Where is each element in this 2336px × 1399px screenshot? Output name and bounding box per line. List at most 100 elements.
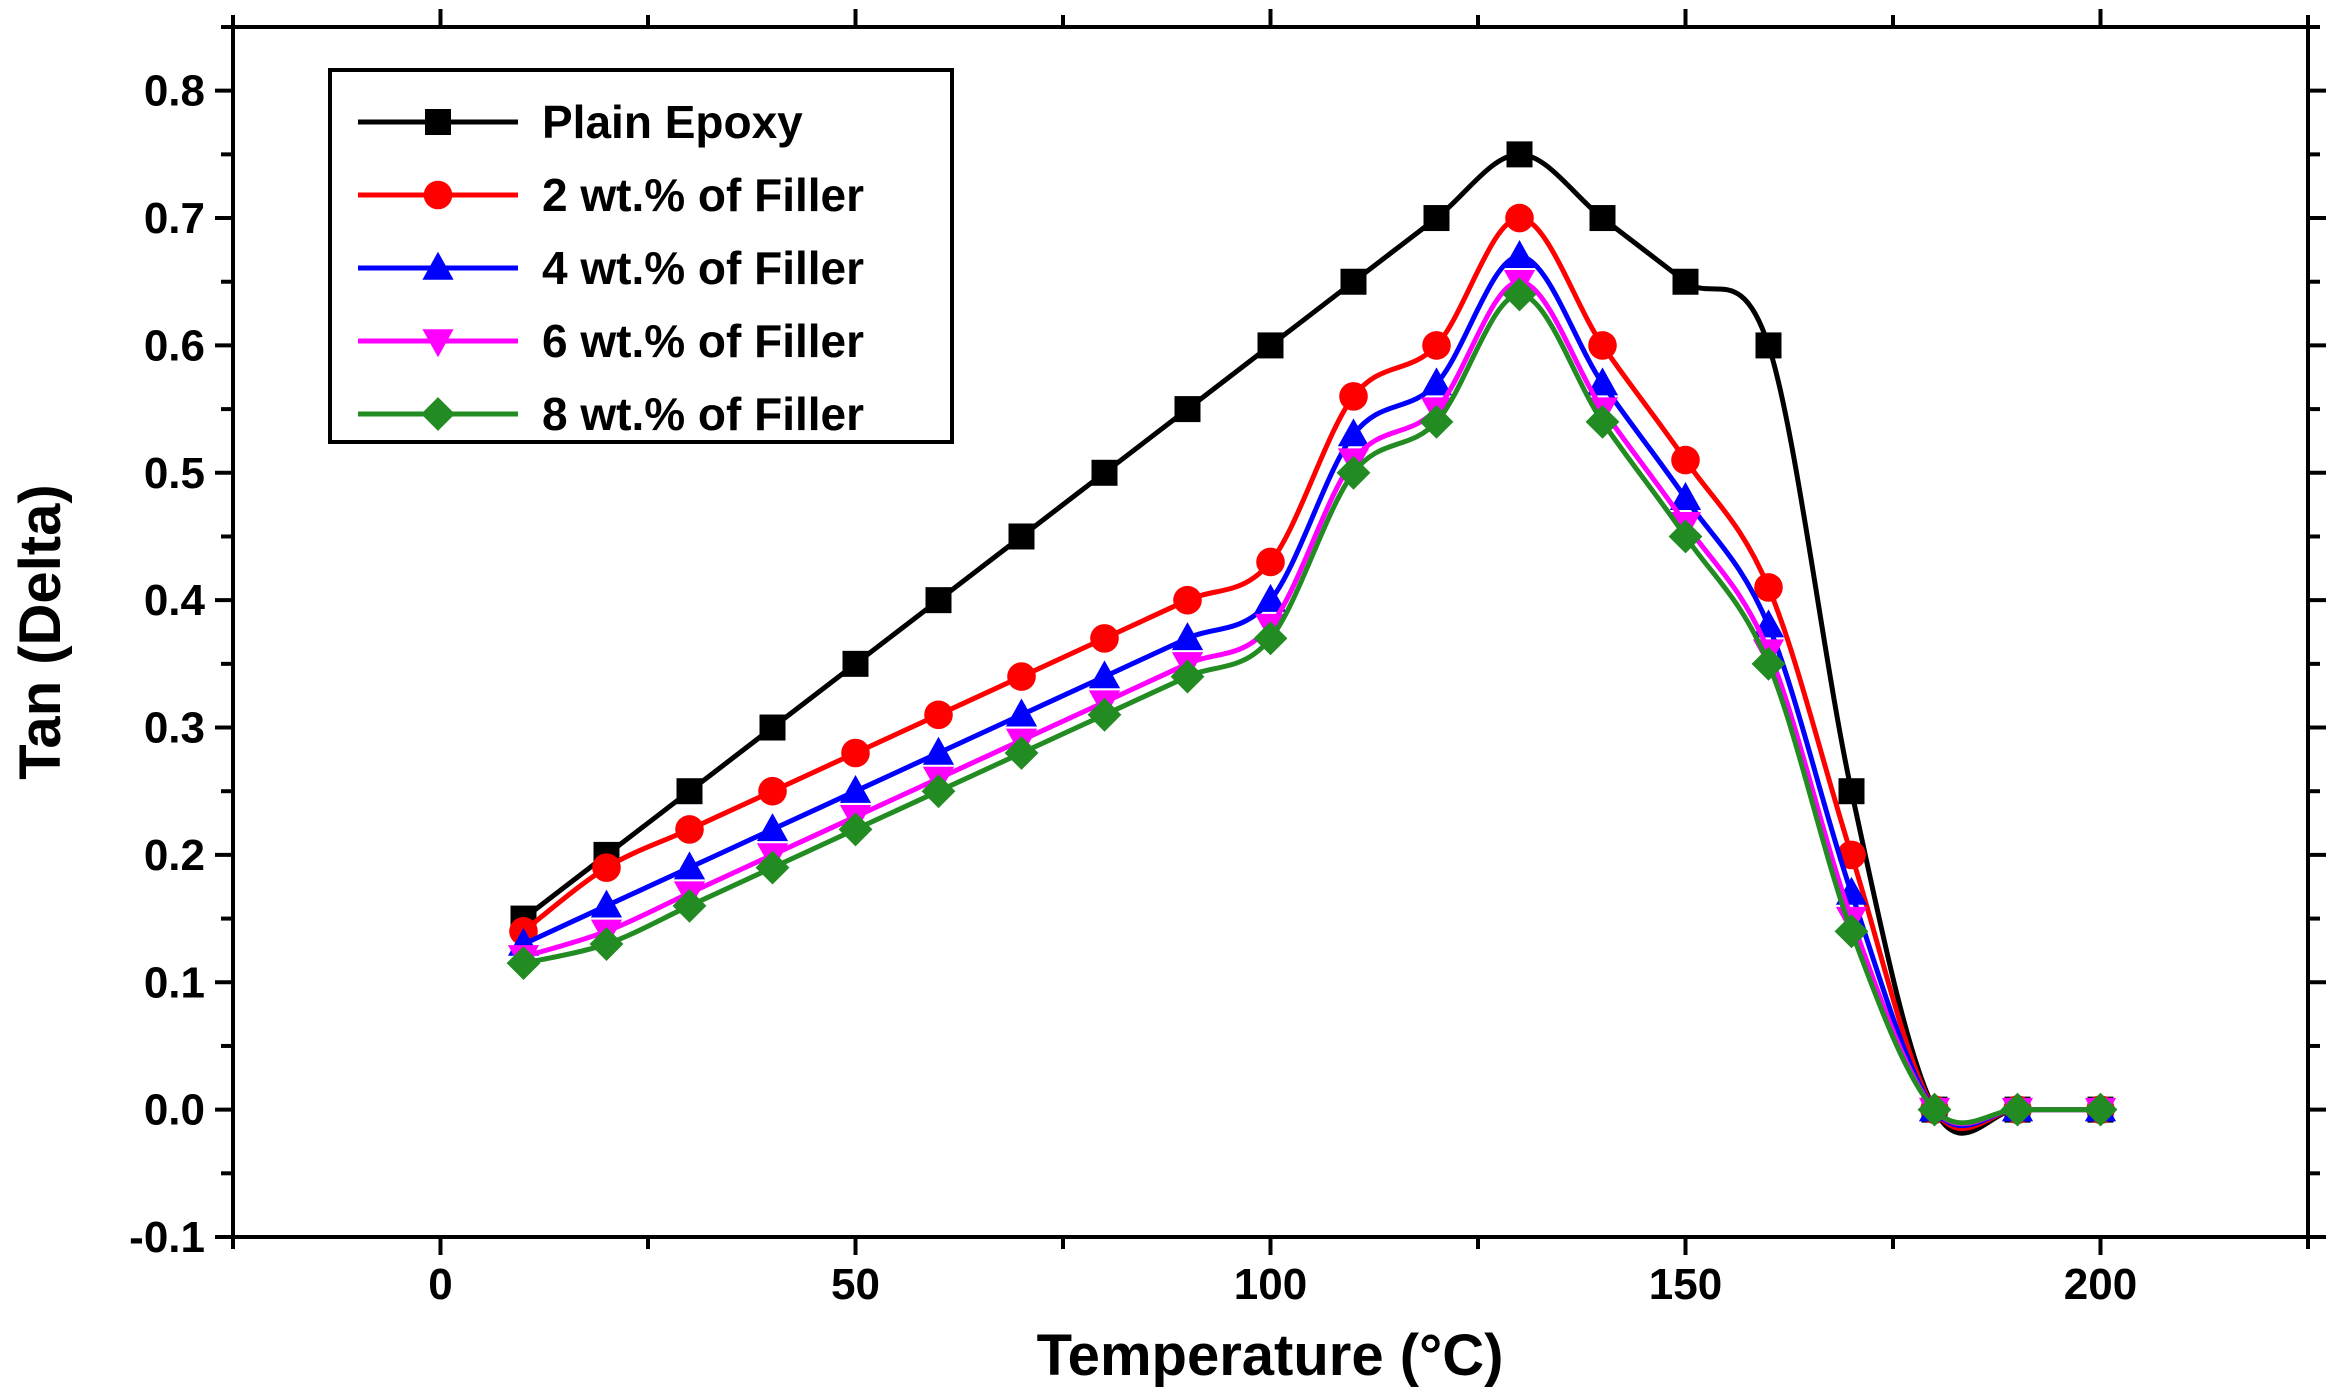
x-tick-label: 50: [831, 1260, 880, 1309]
x-axis-title: Temperature (°C): [1037, 1323, 1504, 1388]
data-point: [1337, 418, 1370, 447]
data-point: [590, 889, 623, 918]
data-point: [1589, 205, 1616, 232]
data-point: [1257, 332, 1284, 359]
legend-marker: [423, 180, 453, 210]
data-point: [1007, 662, 1036, 691]
data-point: [1090, 624, 1119, 653]
series-1: [510, 141, 2114, 1136]
data-point: [1668, 519, 1703, 554]
data-point: [1171, 622, 1204, 651]
data-point: [1751, 646, 1786, 681]
legend-label: 2 wt.% of Filler: [542, 169, 864, 221]
data-point: [1339, 382, 1368, 411]
data-point: [1173, 585, 1202, 615]
data-point: [1834, 914, 1869, 949]
legend-item: 2 wt.% of Filler: [358, 169, 864, 221]
data-point: [1336, 455, 1371, 490]
series-line: [521, 151, 2101, 1136]
data-point: [2083, 1092, 2118, 1127]
data-point: [1505, 203, 1534, 233]
y-tick-label: 0.4: [144, 576, 206, 625]
data-point: [2000, 1092, 2035, 1127]
data-point: [1669, 482, 1702, 510]
data-point: [1917, 1092, 1952, 1127]
data-point: [1420, 367, 1453, 396]
y-tick-label: -0.1: [129, 1213, 205, 1262]
data-point: [756, 813, 789, 842]
y-tick-label: 0.2: [144, 831, 205, 880]
y-tick-label: 0.0: [144, 1086, 205, 1135]
y-tick-label: 0.8: [144, 67, 205, 116]
data-point: [924, 700, 953, 730]
data-point: [1419, 404, 1454, 439]
data-point: [1837, 840, 1866, 870]
y-axis-title: Tan (Delta): [8, 484, 73, 779]
data-point: [1506, 141, 1533, 168]
data-point: [838, 812, 873, 847]
series-layer: [506, 141, 2118, 1136]
data-point: [1340, 268, 1367, 295]
data-point: [1838, 778, 1865, 805]
data-point: [589, 927, 624, 961]
legend-item: 8 wt.% of Filler: [358, 388, 864, 440]
x-axis-ticks: 0 50 100 150 200: [231, 9, 2310, 1309]
data-point: [1004, 736, 1039, 770]
data-point: [1671, 445, 1700, 475]
data-point: [921, 774, 956, 809]
data-point: [1256, 547, 1285, 577]
data-point: [1672, 268, 1699, 295]
data-point: [673, 851, 706, 880]
x-tick-label: 0: [428, 1260, 452, 1309]
data-point: [839, 774, 872, 803]
y-tick-label: 0.3: [144, 704, 205, 753]
legend-item: 6 wt.% of Filler: [358, 315, 864, 367]
data-point: [1503, 240, 1536, 268]
data-point: [759, 714, 786, 741]
x-tick-label: 200: [2064, 1260, 2137, 1309]
legend-marker: [425, 109, 451, 135]
data-point: [1254, 583, 1287, 612]
data-point: [922, 736, 955, 765]
legend-marker: [422, 251, 454, 280]
data-point: [676, 778, 703, 805]
legend-label: 6 wt.% of Filler: [542, 315, 864, 367]
data-point: [1588, 331, 1617, 360]
data-point: [842, 650, 869, 677]
data-point: [1754, 573, 1783, 602]
legend-label: 4 wt.% of Filler: [542, 242, 864, 294]
data-point: [1253, 621, 1288, 656]
legend-item: Plain Epoxy: [358, 96, 803, 148]
legend-label: 8 wt.% of Filler: [542, 388, 864, 440]
data-point: [758, 776, 787, 806]
data-point: [841, 738, 870, 768]
data-point: [1423, 205, 1450, 232]
y-tick-label: 0.7: [144, 194, 205, 243]
data-point: [1422, 331, 1451, 360]
legend-item: 4 wt.% of Filler: [358, 242, 864, 294]
data-point: [592, 853, 621, 882]
data-point: [1170, 659, 1205, 694]
y-tick-label: 0.1: [144, 958, 205, 1007]
data-point: [1755, 332, 1782, 359]
x-tick-label: 100: [1234, 1260, 1307, 1309]
y-tick-label: 0.6: [144, 321, 205, 370]
series-2: [509, 203, 2115, 1131]
data-point: [672, 888, 707, 923]
data-point: [1174, 396, 1201, 423]
data-point: [1005, 698, 1038, 727]
data-point: [925, 587, 952, 614]
data-point: [675, 815, 704, 844]
data-point: [1091, 459, 1118, 486]
legend-marker: [421, 397, 455, 431]
data-point: [1088, 660, 1121, 689]
data-point: [506, 946, 541, 981]
data-point: [755, 850, 790, 885]
data-point: [1586, 367, 1619, 396]
x-tick-label: 150: [1649, 1260, 1722, 1309]
y-axis-ticks: -0.1 0.0 0.1 0.2 0.3 0.4 0.5 0.6 0.7 0.8: [129, 25, 2326, 1262]
legend: Plain Epoxy 2 wt.% of Filler 4 wt.% of Fil…: [328, 68, 954, 444]
series-5: [506, 277, 2118, 1127]
